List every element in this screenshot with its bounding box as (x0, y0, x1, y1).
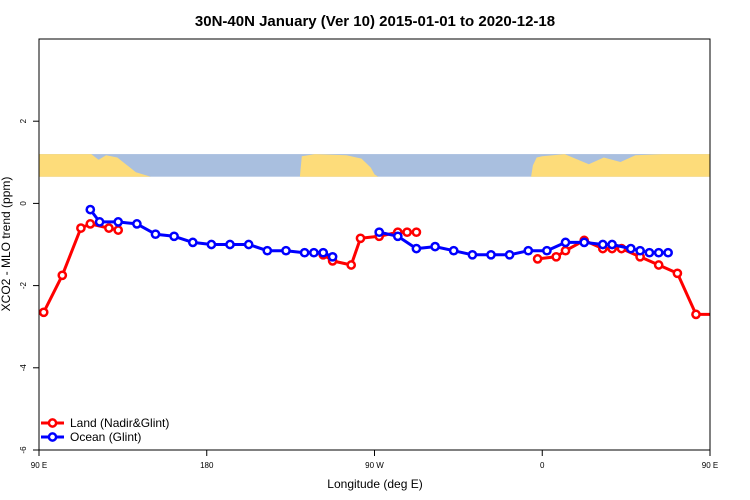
data-point (206, 239, 217, 250)
data-point (39, 307, 49, 318)
data-point (411, 243, 422, 254)
data-point (355, 233, 366, 244)
legend-label: Ocean (Glint) (70, 430, 141, 444)
series-ocean (85, 204, 750, 262)
data-point (169, 231, 179, 242)
data-point (448, 245, 459, 256)
data-point (104, 223, 114, 233)
data-point (113, 217, 124, 227)
data-point (262, 245, 273, 256)
legend-swatch-marker (47, 418, 58, 428)
data-point (672, 268, 683, 279)
data-point (187, 237, 198, 248)
data-point (243, 239, 254, 250)
legend-label: Land (Nadir&Glint) (70, 416, 169, 430)
data-point (691, 309, 701, 320)
data-point (113, 225, 124, 235)
x-axis-label: Longitude (deg E) (327, 477, 422, 491)
x-tick-label: 90 W (365, 461, 384, 470)
data-point (551, 251, 562, 262)
x-axis: 90 E 180 90 W 0 90 E (31, 450, 718, 470)
data-point (76, 223, 86, 233)
series-line (42, 222, 119, 313)
data-point (309, 247, 319, 258)
data-point (430, 241, 440, 252)
data-point (85, 204, 96, 215)
data-point (597, 239, 608, 250)
y-tick-label: 2 (19, 118, 28, 123)
data-point (225, 239, 235, 250)
data-point (411, 227, 422, 238)
data-point (85, 219, 96, 229)
y-axis: -6 -4 -2 0 2 (19, 118, 39, 454)
y-tick-label: -6 (19, 446, 28, 454)
data-point (635, 245, 645, 256)
data-point (392, 231, 403, 242)
y-axis-label: XCO2 - MLO trend (ppm) (0, 177, 13, 312)
data-point (374, 227, 385, 238)
x-tick-label: 0 (540, 461, 545, 470)
y-tick-label: -2 (19, 281, 28, 289)
data-point (467, 249, 478, 260)
data-point (579, 237, 590, 248)
data-point (402, 227, 412, 238)
data-point (625, 243, 636, 254)
data-point (560, 245, 571, 256)
data-point (318, 247, 329, 258)
data-point (653, 260, 664, 270)
chart-title: 30N-40N January (Ver 10) 2015-01-01 to 2… (195, 13, 555, 30)
data-point (709, 313, 710, 316)
data-point (150, 229, 161, 240)
land-mass-3 (531, 154, 710, 177)
x-tick-label: 90 E (31, 461, 47, 470)
data-point (542, 245, 552, 256)
y-tick-label: -4 (19, 364, 28, 372)
land-mass-1 (39, 154, 151, 177)
data-point (346, 260, 357, 270)
data-point (504, 249, 515, 260)
data-point (653, 247, 664, 258)
y-tick-label: 0 (19, 201, 28, 206)
data-point (132, 219, 142, 229)
data-point (663, 247, 673, 258)
data-point (523, 245, 534, 256)
series-line (733, 210, 750, 245)
data-point (560, 237, 571, 248)
data-point (281, 245, 291, 256)
data-point (730, 272, 737, 279)
x-tick-label: 180 (200, 461, 214, 470)
data-point (327, 251, 338, 262)
series-line (89, 208, 334, 259)
legend-swatch-marker (47, 432, 58, 442)
data-point (299, 247, 310, 258)
x-tick-label: 90 E (702, 461, 718, 470)
land-mass-4 (710, 154, 750, 177)
legend: Land (Nadir&Glint)Ocean (Glint) (41, 416, 169, 444)
data-point (486, 249, 496, 260)
data-point (644, 247, 655, 258)
world-map-strip (39, 154, 750, 177)
data-point (532, 254, 543, 264)
data-point (94, 217, 105, 227)
land-mass-2 (299, 154, 379, 177)
data-point (57, 270, 68, 281)
data-point (730, 206, 737, 213)
data-point (607, 239, 617, 250)
